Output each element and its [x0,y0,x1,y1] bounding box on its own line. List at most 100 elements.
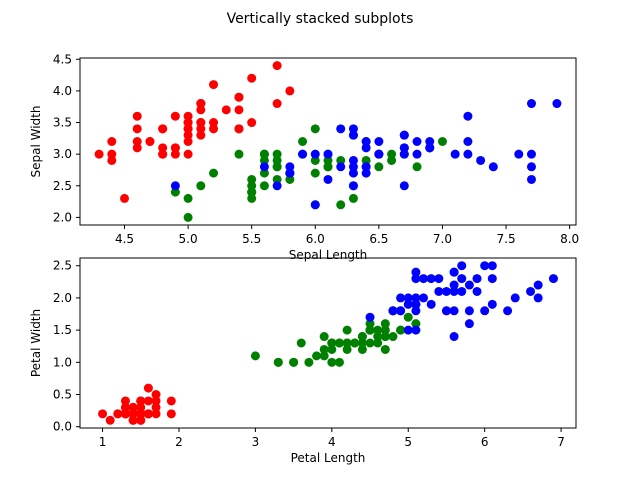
petal-series-2-point-0 [480,261,490,271]
sepal-series-1-point-31 [247,187,257,197]
petal-series-2-point-34 [449,332,459,342]
sepal-series-1-point-37 [348,193,358,203]
petal-series-0-point-48 [136,409,146,419]
sepal-xtick-label-1: 5.0 [179,232,198,246]
petal-series-2-point-10 [411,293,421,303]
sepal-ytick-label-1: 2.5 [53,179,72,193]
petal-series-2-point-13 [403,293,413,303]
petal-series-2-point-35 [487,274,497,284]
petal-series-2-point-33 [411,325,421,335]
sepal-series-1-point-7 [170,187,180,197]
petal-series-2-point-40 [449,267,459,277]
sepal-series-0-point-22 [132,111,142,121]
sepal-series-0-point-31 [234,124,244,134]
sepal-series-1-point-0 [437,137,447,146]
petal-series-1-point-17 [334,357,344,367]
petal-series-1-point-25 [357,332,367,342]
petal-series-2-point-2 [472,286,482,296]
sepal-series-0-point-32 [209,80,219,90]
sepal-series-1-point-25 [387,149,397,159]
sepal-series-2-point-43 [412,137,422,146]
sepal-series-0-point-23 [196,130,206,140]
petal-series-0-point-18 [151,402,161,412]
sepal-series-2-point-20 [425,137,435,146]
petal-series-2-point-12 [441,286,451,296]
subplot-sepal: 4.5 5.0 5.5 6.0 6.5 7.0 7.5 8.0 2.0 2.5 3.0 3.5 4.0 4… [29,52,579,262]
petal-series-2-point-38 [388,306,398,316]
petal-series-0-point-46 [143,409,153,419]
sepal-series-2-point-0 [348,130,358,140]
sepal-series-0-point-30 [158,143,168,153]
petal-ytick-label-3: 1.5 [53,323,72,337]
petal-xtick-label-5: 6 [481,435,489,449]
sepal-series-0-point-36 [247,118,257,128]
petal-series-1-point-37 [357,338,367,348]
sepal-series-1-point-26 [412,162,422,172]
sepal-series-0-point-17 [196,118,206,128]
sepal-series-1-point-20 [298,137,308,146]
petal-points [98,261,558,425]
petal-series-2-point-27 [396,306,406,316]
sepal-series-0-point-27 [209,118,219,128]
sepal-series-2-point-30 [488,162,498,172]
sepal-series-2-point-8 [399,181,409,191]
petal-series-2-point-11 [426,299,436,309]
sepal-series-1-point-38 [259,149,269,159]
sepal-x-axis-label: Sepal Length [289,248,368,262]
petal-series-0-point-41 [120,402,130,412]
sepal-series-2-point-32 [361,162,371,172]
sepal-series-0-point-25 [183,149,193,159]
sepal-series-1-point-4 [374,162,384,172]
petal-series-2-point-32 [449,280,459,290]
sepal-series-2-point-46 [348,181,358,191]
sepal-series-1-point-44 [259,168,269,178]
sepal-series-2-point-36 [348,124,358,134]
sepal-series-0-point-33 [247,73,257,83]
sepal-series-2-point-33 [348,162,358,172]
petal-series-2-point-29 [464,319,474,329]
petal-series-1-point-9 [319,332,329,342]
sepal-series-0-point-45 [158,149,168,159]
sepal-series-1-point-9 [209,168,219,178]
petal-series-2-point-7 [503,306,513,316]
petal-series-0-point-20 [151,409,161,419]
petal-series-1-point-4 [373,325,383,335]
sepal-series-2-point-40 [399,143,409,153]
petal-series-1-point-33 [411,319,421,329]
sepal-series-1-point-14 [259,155,269,165]
sepal-series-2-point-11 [361,168,371,178]
petal-series-2-point-22 [533,293,543,303]
sepal-series-0-point-16 [234,92,244,102]
petal-series-1-point-48 [250,351,260,361]
petal-x-axis-label: Petal Length [291,451,366,465]
sepal-series-1-point-34 [234,149,244,159]
petal-series-1-point-32 [319,344,329,354]
sepal-series-1-point-10 [183,212,193,222]
sepal-series-2-point-34 [323,174,333,184]
petal-series-1-point-42 [327,344,337,354]
petal-series-1-point-41 [373,332,383,342]
petal-series-2-point-44 [457,261,467,271]
sepal-series-0-point-29 [145,137,155,146]
petal-series-0-point-37 [128,415,138,425]
sepal-series-2-point-27 [323,149,333,159]
petal-series-1-point-34 [365,325,375,335]
petal-xtick-label-1: 2 [175,435,183,449]
petal-series-0-point-5 [151,396,161,406]
sepal-series-2-point-47 [374,149,384,159]
petal-series-2-point-17 [533,280,543,290]
sepal-series-0-point-4 [183,111,193,121]
sepal-series-0-point-24 [158,124,168,134]
petal-series-1-point-46 [342,338,352,348]
sepal-series-0-point-13 [94,149,104,159]
sepal-series-1-point-46 [272,155,282,165]
sepal-xtick-label-7: 8.0 [560,232,579,246]
sepal-series-0-point-37 [170,111,180,121]
petal-xtick-label-6: 7 [557,435,565,449]
sepal-series-1-point-40 [247,174,257,184]
sepal-y-axis-label: Sepal Width [29,106,43,178]
petal-ytick-label-2: 1.0 [53,355,72,369]
sepal-series-2-point-31 [552,99,562,109]
petal-series-2-point-6 [365,312,375,322]
petal-series-2-point-20 [457,274,467,284]
